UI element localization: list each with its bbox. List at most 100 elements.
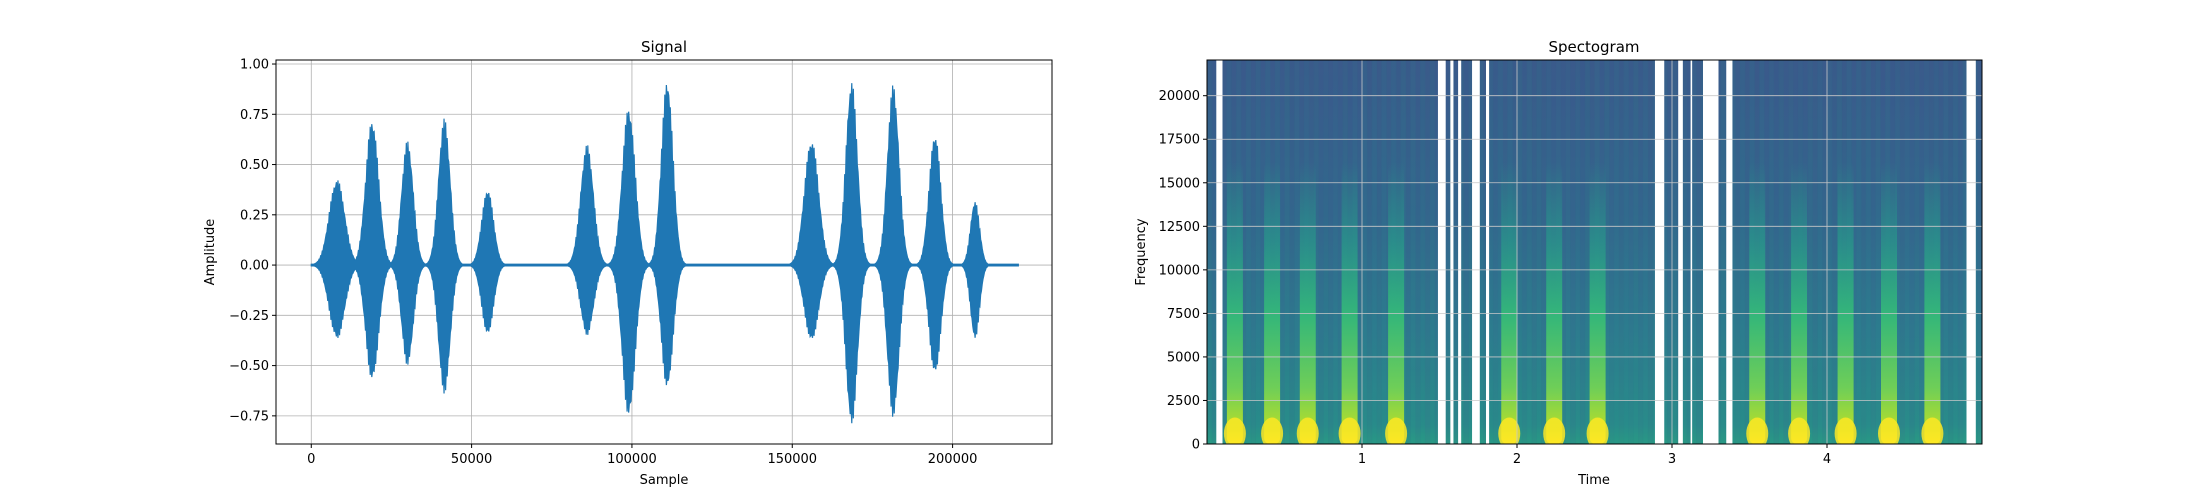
- signal-y-tick-label: −0.50: [229, 359, 269, 374]
- spectrogram-texture: [1245, 60, 1252, 444]
- spectrogram-texture: [1560, 60, 1566, 444]
- spectrogram-texture: [1948, 60, 1954, 444]
- spectrogram-burst: [1264, 161, 1281, 444]
- spectrogram-texture: [1788, 60, 1794, 444]
- signal-y-label: Amplitude: [203, 219, 218, 286]
- signal-y-tick-label: 0.75: [240, 108, 269, 123]
- spectrogram-texture: [1357, 60, 1363, 444]
- spectrogram-texture: [1289, 60, 1295, 444]
- signal-x-tick-label: 0: [307, 452, 315, 467]
- spectrogram-texture: [1207, 60, 1213, 444]
- spectrogram-texture: [1778, 60, 1784, 444]
- spectrogram-texture: [1458, 60, 1465, 444]
- spectrogram-burst: [1341, 161, 1358, 444]
- spectrogram-texture: [1943, 60, 1949, 444]
- spectrogram-texture: [1691, 60, 1697, 444]
- spectrogram-texture: [1526, 60, 1533, 444]
- spectrogram-texture: [1909, 60, 1915, 444]
- spectrogram-texture: [1337, 60, 1344, 444]
- spectrogram-texture: [1744, 60, 1750, 444]
- spectrogram-burst: [1837, 161, 1854, 444]
- spectrogram-y-ticks: 0 2500 5000 7500 10000 12500 15000 17500 20000: [1159, 89, 1207, 453]
- spectrogram-texture: [1579, 60, 1586, 444]
- spectrogram-texture: [1667, 60, 1673, 444]
- spectrogram-texture: [1894, 60, 1901, 444]
- spectrogram-texture: [1734, 60, 1741, 444]
- spectrogram-texture: [1827, 60, 1833, 444]
- spectrogram-texture: [1405, 60, 1411, 444]
- spectrogram-texture: [1487, 60, 1494, 444]
- spectrogram-burst-core: [1296, 417, 1319, 444]
- spectrogram-texture: [1904, 60, 1910, 444]
- spectrogram-texture: [1812, 60, 1818, 444]
- signal-title: Signal: [641, 38, 687, 56]
- spectrogram-burst-core: [1543, 417, 1566, 444]
- spectrogram-texture: [1773, 60, 1780, 444]
- spectrogram-gap: [1437, 60, 1446, 444]
- spectrogram-texture: [1240, 60, 1247, 444]
- spectrogram-texture: [1410, 60, 1416, 444]
- spectrogram-gaps: [1216, 60, 1976, 444]
- spectrogram-texture: [1221, 60, 1227, 444]
- spectrogram-texture: [1938, 60, 1944, 444]
- spectrogram-y-tick-label: 17500: [1159, 133, 1200, 148]
- spectrogram-texture: [1279, 60, 1285, 444]
- spectrogram-texture: [1628, 60, 1634, 444]
- spectrogram-texture: [1914, 60, 1920, 444]
- spectrogram-burst-core: [1834, 417, 1857, 444]
- spectrogram-texture: [1860, 60, 1867, 444]
- signal-y-tick-label: −0.75: [229, 409, 269, 424]
- spectrogram-title: Spectogram: [1548, 38, 1639, 56]
- spectrogram-texture: [1478, 60, 1484, 444]
- spectrogram-texture: [1875, 60, 1881, 444]
- spectrogram-x-tick-label: 4: [1823, 452, 1831, 467]
- spectrogram-texture: [1865, 60, 1872, 444]
- spectrogram-burst: [1299, 161, 1316, 444]
- spectrogram-texture: [1454, 60, 1460, 444]
- signal-x-tick-label: 150000: [767, 452, 817, 467]
- spectrogram-x-tick-label: 2: [1513, 452, 1521, 467]
- spectrogram-gap: [1486, 60, 1490, 444]
- signal-y-tick-label: 0.00: [240, 259, 269, 274]
- spectrogram-texture: [1429, 60, 1436, 444]
- spectrogram-texture: [1686, 60, 1692, 444]
- spectrogram-texture: [1420, 60, 1426, 444]
- spectrogram-texture: [1424, 60, 1431, 444]
- spectrogram-texture: [1856, 60, 1862, 444]
- spectrogram-texture: [1817, 60, 1823, 444]
- spectrogram-burst-core: [1223, 417, 1246, 444]
- spectrogram-texture: [1783, 60, 1789, 444]
- signal-axes: Signal 0 50000 100000 150000 200000 −0.75−0.…: [203, 38, 1053, 488]
- spectrogram-texture: [1376, 60, 1382, 444]
- spectrogram-y-label: Frequency: [1134, 218, 1149, 285]
- spectrogram-texture: [1434, 60, 1440, 444]
- spectrogram-texture: [1899, 60, 1905, 444]
- spectrogram-texture: [1919, 60, 1925, 444]
- spectrogram-y-tick-label: 10000: [1159, 263, 1200, 278]
- spectrogram-axes: Spectogram 1 2 3 4 0 2500 5000 7500 10000 12500 1…: [1134, 38, 1983, 488]
- spectrogram-texture: [1318, 60, 1324, 444]
- spectrogram-texture: [1536, 60, 1542, 444]
- spectrogram-texture: [1211, 60, 1218, 444]
- spectrogram-texture: [1952, 60, 1959, 444]
- spectrogram-burst-core: [1746, 417, 1769, 444]
- spectrogram-y-tick-label: 0: [1192, 438, 1200, 453]
- spectrogram-texture: [1957, 60, 1964, 444]
- spectrogram-burst: [1924, 161, 1941, 444]
- spectrogram-texture: [1381, 60, 1387, 444]
- spectrogram-texture: [1468, 60, 1474, 444]
- spectrogram-texture: [1415, 60, 1421, 444]
- spectrogram-texture: [1609, 60, 1615, 444]
- spectrogram-texture: [1570, 60, 1576, 444]
- spectrogram-y-tick-label: 5000: [1167, 350, 1200, 365]
- signal-x-tick-label: 50000: [451, 452, 492, 467]
- spectrogram-burst-core: [1586, 417, 1609, 444]
- spectrogram-texture: [1696, 60, 1702, 444]
- spectrogram-texture: [1463, 60, 1470, 444]
- spectrogram-gap: [1703, 60, 1719, 444]
- signal-y-tick-label: 0.25: [240, 208, 269, 223]
- spectrogram-texture: [1492, 60, 1499, 444]
- spectrogram-texture: [1584, 60, 1591, 444]
- spectrogram-texture: [1672, 60, 1678, 444]
- spectrogram-texture: [1764, 60, 1770, 444]
